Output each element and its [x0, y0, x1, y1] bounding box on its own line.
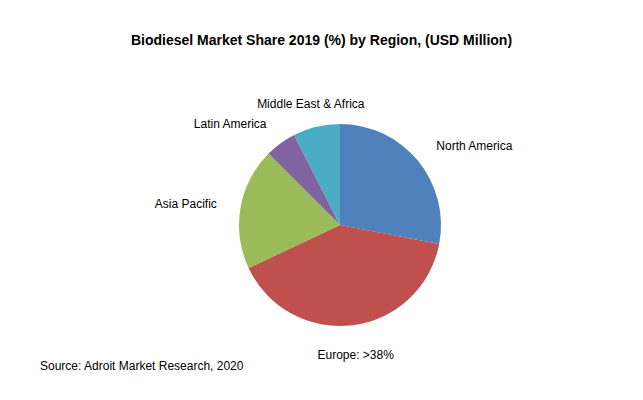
slice — [340, 124, 441, 244]
slice-label: Europe: >38% — [317, 348, 394, 362]
title: Biodiesel Market Share 2019 (%) by Regio… — [131, 32, 512, 48]
slice-label: Latin America — [194, 117, 267, 131]
slice-label: North America — [436, 139, 512, 153]
pie — [239, 124, 441, 326]
chart: Biodiesel Market Share 2019 (%) by Regio… — [0, 0, 643, 400]
labels: North America Europe: >38% Asia Pacific Lat… — [155, 97, 513, 363]
slice-label: Middle East & Africa — [257, 97, 365, 111]
slice — [294, 124, 340, 225]
slice-label: Asia Pacific — [155, 197, 217, 211]
source: Source: Adroit Market Research, 2020 — [40, 359, 244, 373]
